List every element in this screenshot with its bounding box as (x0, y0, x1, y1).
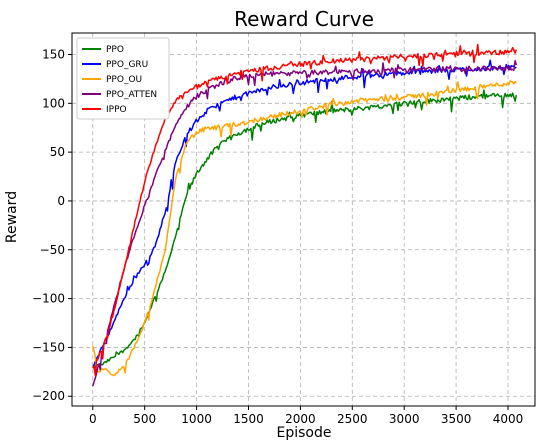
x-tick-label: 4000 (493, 412, 524, 426)
axis-ticks: 0 500 1000 1500 2000 2500 3000 3500 4000−200−150… (32, 47, 523, 426)
x-tick-label: 3000 (389, 412, 420, 426)
series-line-ippo (92, 43, 518, 377)
x-tick-label: 1000 (181, 412, 212, 426)
legend-label: PPO_OU (106, 75, 142, 85)
legend-box (76, 37, 170, 120)
y-tick-label: 0 (57, 194, 65, 208)
series-lines (92, 43, 518, 387)
x-tick-label: 1500 (233, 412, 264, 426)
x-tick-label: 3500 (441, 412, 472, 426)
legend-label: PPO (106, 45, 124, 55)
legend-label: PPO_GRU (106, 60, 148, 70)
x-tick-label: 2500 (337, 412, 368, 426)
y-tick-label: 50 (50, 145, 65, 159)
y-tick-label: 150 (42, 47, 65, 61)
y-tick-label: −200 (32, 389, 65, 403)
x-tick-label: 2000 (285, 412, 316, 426)
plot-area-frame (71, 32, 536, 407)
y-tick-label: −150 (32, 340, 65, 354)
x-axis-title: Episode (277, 425, 332, 441)
y-tick-label: −100 (32, 292, 65, 306)
series-line-ppo (92, 89, 518, 368)
y-tick-label: 100 (42, 96, 65, 110)
chart-title: Reward Curve (234, 7, 374, 31)
series-line-ppo_ou (92, 80, 517, 377)
series-line-ppo_atten (92, 59, 518, 387)
x-tick-label: 0 (89, 412, 97, 426)
legend-label: IPPO (106, 105, 127, 115)
legend-label: PPO_ATTEN (106, 90, 157, 100)
x-tick-label: 500 (133, 412, 156, 426)
y-tick-label: −50 (40, 243, 65, 257)
legend: PPO PPO_GRU PPO_OU PPO_ATTEN IPPO (76, 37, 170, 120)
legend-items: PPO PPO_GRU PPO_OU PPO_ATTEN IPPO (82, 45, 157, 115)
y-axis-title: Reward (4, 191, 20, 243)
